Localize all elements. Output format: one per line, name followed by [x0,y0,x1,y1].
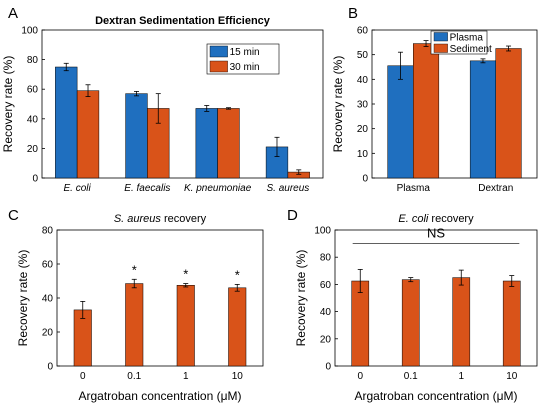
y-tick-label: 20 [357,124,369,135]
y-axis-label: Recovery rate (%) [331,56,345,153]
bar-15-min [195,108,218,179]
x-tick-label: 10 [506,371,518,382]
y-tick-label: 80 [27,55,39,66]
y-tick-label: 80 [320,253,332,264]
x-tick-label: 0 [357,371,363,382]
chart-title: E. coli recovery [398,213,474,225]
chart-title: Dextran Sedimentation Efficiency [95,15,271,27]
panel-letter: A [8,5,18,22]
y-tick-label: 20 [27,144,39,155]
x-tick-label: 0.1 [404,371,418,382]
significance-star: * [132,262,137,277]
x-tick-label: 0 [80,371,86,382]
chart-panel-a: A Dextran Sedimentation Efficiency 0 20 40 60… [1,5,324,194]
x-tick-label: K. pneumoniae [184,183,252,194]
significance-label: NS [427,226,445,241]
panel-letter: C [8,207,19,224]
y-tick-label: 20 [42,328,54,339]
y-tick-label: 100 [21,26,38,37]
legend-label: Sediment [450,44,492,55]
bar-value [401,279,420,367]
x-tick-label: 0.1 [127,371,141,382]
x-axis-label: Argatroban concentration (μM) [79,389,242,403]
y-tick-label: 10 [357,149,369,160]
bar-value [502,280,521,367]
panel-letter: D [287,207,298,224]
y-tick-label: 50 [357,50,369,61]
bar-sediment [495,48,522,179]
bar-sediment [413,43,440,179]
legend-swatch [209,60,228,73]
y-tick-label: 60 [320,280,332,291]
y-tick-label: 40 [27,114,39,125]
y-tick-label: 40 [42,294,54,305]
bar-value [176,285,195,367]
plot-frame [41,29,324,179]
y-tick-label: 0 [47,362,53,373]
bar-30-min [217,108,240,179]
plot-frame [334,229,538,367]
bar-15-min [55,66,78,179]
legend-swatch [433,43,448,53]
bar-value [125,283,144,367]
chart-title-suffix: recovery [161,213,207,225]
legend-label: Plasma [450,32,484,43]
significance-star: * [183,267,188,282]
y-axis-label: Recovery rate (%) [16,250,30,347]
x-tick-label: 10 [232,371,244,382]
legend-label: 30 min [230,62,260,73]
chart-panel-c: C S. aureus recovery 0 20 40 60 80 Recovery rat… [8,207,264,403]
chart-title-organism: S. aureus [114,213,162,225]
panel-letter: B [348,5,358,22]
chart-title-organism: E. coli [398,213,429,225]
y-tick-label: 100 [314,226,331,237]
y-axis-label: Recovery rate (%) [1,56,15,153]
y-tick-label: 20 [320,334,332,345]
y-axis-label: Recovery rate (%) [294,250,308,347]
x-tick-label: E. coli [64,183,92,194]
bar-15-min [125,93,148,179]
x-tick-label: Dextran [478,183,513,194]
y-tick-label: 40 [320,307,332,318]
x-tick-label: 1 [458,371,464,382]
y-tick-label: 60 [42,260,54,271]
y-tick-label: 80 [42,226,54,237]
chart-title: S. aureus recovery [114,213,207,225]
bar-value [452,277,471,367]
bar-plasma [469,60,496,179]
significance-star: * [235,267,240,282]
x-tick-label: Plasma [397,183,431,194]
bar-plasma [387,65,414,179]
legend-swatch [209,45,228,58]
y-tick-label: 0 [325,362,331,373]
x-tick-label: 1 [183,371,189,382]
x-tick-label: E. faecalis [124,183,170,194]
bar-30-min [76,90,100,179]
legend-label: 15 min [230,47,260,58]
legend-swatch [433,32,448,42]
bar-value [351,280,370,367]
chart-title-suffix: recovery [428,213,474,225]
y-tick-label: 30 [357,100,369,111]
bar-value [228,287,247,367]
y-tick-label: 40 [357,75,369,86]
chart-panel-b: B 0 10 20 30 40 50 60 Recovery rate (%) Plasma Dex… [331,5,538,194]
y-tick-label: 0 [362,174,368,185]
x-tick-label: S. aureus [266,183,309,194]
x-axis-label: Argatroban concentration (μM) [355,389,518,403]
y-tick-label: 60 [357,26,369,37]
y-tick-label: 60 [27,85,39,96]
y-tick-label: 0 [32,174,38,185]
